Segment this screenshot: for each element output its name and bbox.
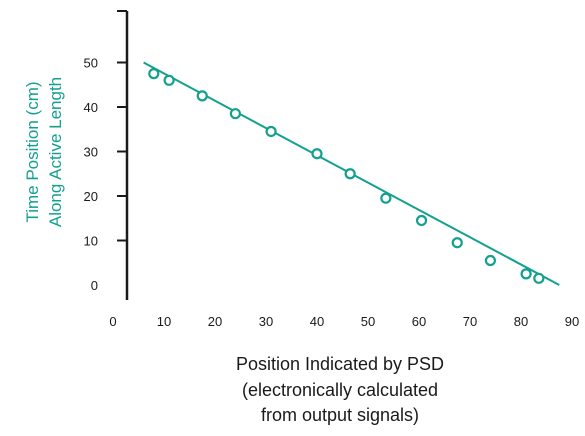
y-tick-label: 20 (84, 189, 98, 204)
x-axis-label-line-1: Position Indicated by PSD (236, 354, 444, 374)
data-point (415, 214, 428, 227)
data-point (148, 68, 160, 80)
plot-area (143, 61, 560, 286)
data-point (533, 272, 545, 284)
x-axis-label-line-2: (electronically calculated (242, 380, 438, 400)
y-tick-label: 0 (91, 278, 98, 293)
y-tick-label: 50 (84, 56, 98, 71)
y-axis-ticks: 0 10 20 30 40 50 (84, 56, 127, 293)
y-axis-label: Time Position (cm) Along Active Length (23, 77, 65, 227)
x-tick-label: 40 (310, 314, 324, 329)
data-point (484, 254, 496, 267)
data-point (520, 268, 532, 280)
y-tick-label: 10 (84, 234, 98, 249)
x-tick-label: 70 (463, 314, 477, 329)
x-tick-label: 80 (514, 314, 528, 329)
data-point (265, 125, 277, 138)
data-point (380, 192, 392, 204)
x-axis-label: Position Indicated by PSD (electronicall… (236, 354, 444, 425)
x-tick-label: 0 (109, 314, 116, 329)
x-axis-label-line-3: from output signals) (261, 405, 419, 425)
data-point (344, 168, 356, 180)
x-tick-label: 50 (361, 314, 375, 329)
data-point (196, 90, 208, 102)
data-point (163, 74, 175, 86)
y-axis-label-line-2: Along Active Length (46, 77, 65, 227)
y-tick-label: 30 (84, 145, 98, 160)
x-tick-label: 30 (259, 314, 273, 329)
x-tick-label: 20 (208, 314, 222, 329)
data-point (229, 108, 241, 120)
y-tick-label: 40 (84, 100, 98, 115)
x-tick-label: 10 (157, 314, 171, 329)
x-tick-label: 90 (565, 314, 579, 329)
data-point (311, 148, 323, 160)
x-axis-ticks: 0 10 20 30 40 50 60 70 80 90 (109, 314, 579, 329)
x-tick-label: 60 (412, 314, 426, 329)
data-point (451, 237, 463, 249)
y-axis-label-line-1: Time Position (cm) (23, 81, 42, 222)
